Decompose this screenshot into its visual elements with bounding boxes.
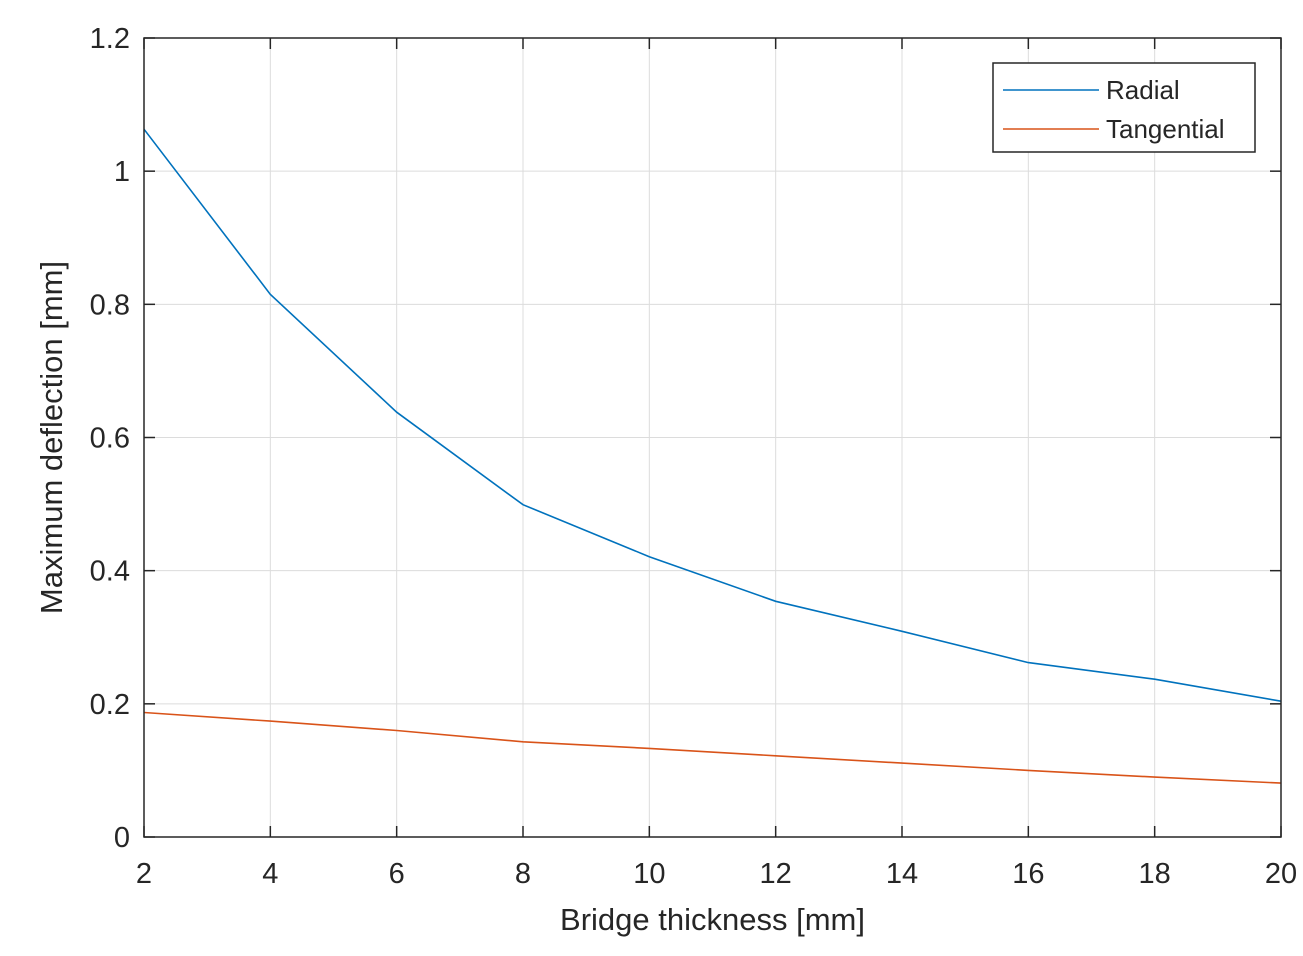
legend: Radial Tangential	[992, 62, 1256, 153]
y-tick-label: 0.2	[90, 689, 130, 721]
grid-lines	[143, 37, 1282, 838]
y-tick-label: 0.6	[90, 423, 130, 455]
x-tick-label: 14	[886, 858, 918, 890]
y-tick-label: 1.2	[90, 23, 130, 55]
series-line-radial	[143, 128, 1282, 702]
legend-box	[992, 62, 1256, 153]
x-tick-label: 6	[389, 858, 405, 890]
x-axis-label: Bridge thickness [mm]	[560, 902, 865, 937]
series-lines	[143, 128, 1282, 784]
x-tick-label: 10	[633, 858, 665, 890]
series-line-tangential	[143, 711, 1282, 784]
x-tick-label: 12	[760, 858, 792, 890]
y-tick-label: 1	[114, 156, 130, 188]
x-tick-label: 2	[136, 858, 152, 890]
axis-ticks: 2 4 6 8 10 12 14 16 18 20 0 0.2 0.4 0.6 0.8 1 1.2	[90, 23, 1297, 890]
x-tick-label: 16	[1012, 858, 1044, 890]
x-tick-label: 8	[515, 858, 531, 890]
y-axis-label: Maximum deflection [mm]	[34, 261, 69, 614]
legend-label-tangential: Tangential	[1106, 114, 1225, 144]
x-tick-label: 4	[262, 858, 278, 890]
y-tick-label: 0	[114, 822, 130, 854]
y-tick-label: 0.4	[90, 556, 130, 588]
legend-label-radial: Radial	[1106, 75, 1180, 105]
y-tick-label: 0.8	[90, 289, 130, 321]
x-tick-label: 18	[1139, 858, 1171, 890]
x-tick-label: 20	[1265, 858, 1297, 890]
